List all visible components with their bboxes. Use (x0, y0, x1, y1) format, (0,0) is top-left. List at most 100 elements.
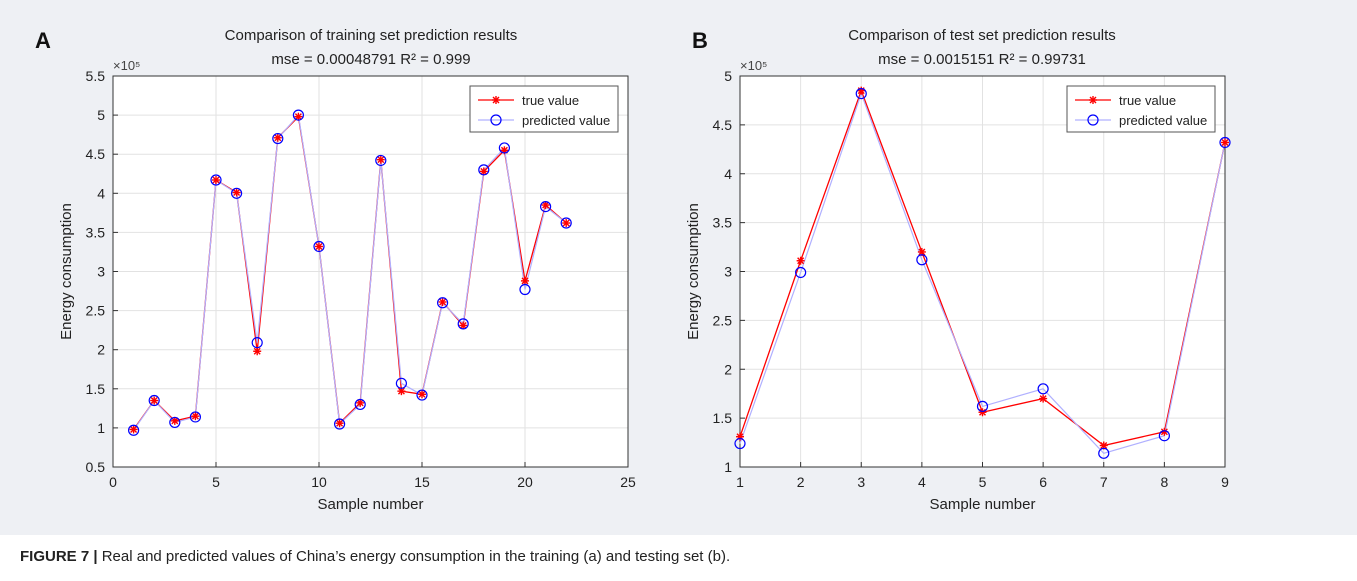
star-stroke (979, 408, 986, 416)
legend-marker-star (492, 96, 500, 104)
x-axis-label: Sample number (318, 496, 424, 513)
legend-marker-star (1089, 96, 1097, 104)
y-tick-label: 4.5 (86, 146, 106, 162)
true-value-point (1221, 138, 1229, 147)
x-tick-label: 2 (797, 474, 805, 490)
predicted-value-point (292, 109, 304, 121)
y-tick-label: 1.5 (86, 381, 106, 397)
panel-label: A (35, 28, 51, 53)
star-stroke (1100, 442, 1108, 449)
true-value-point (438, 297, 447, 306)
star-stroke (171, 417, 179, 425)
star-stroke (418, 390, 426, 398)
predicted-value-point (916, 254, 928, 266)
star-stroke (212, 176, 220, 184)
y-tick-label: 5 (97, 107, 105, 123)
true-value-point (418, 390, 426, 399)
x-tick-label: 1 (736, 474, 744, 490)
y-tick-label: 1 (97, 420, 105, 436)
caption-label: FIGURE 7 | (20, 548, 98, 565)
legend-marker-circle (1087, 114, 1099, 126)
y-tick-label: 4 (724, 166, 732, 182)
star-stroke (797, 257, 805, 265)
y-multiplier-label: ×10⁵ (740, 58, 767, 73)
true-value-point (541, 201, 550, 210)
legend-entry-label: predicted value (1119, 113, 1207, 128)
legend: true value predicted value (469, 85, 619, 133)
predicted-value-point (1158, 430, 1170, 442)
true-value-point (232, 188, 241, 197)
y-tick-label: 5.5 (86, 68, 106, 84)
x-tick-label: 8 (1160, 474, 1168, 490)
predicted-value-point (1098, 447, 1110, 459)
true-value-point (129, 425, 138, 434)
true-value-point (191, 412, 200, 421)
star-stroke (439, 298, 447, 306)
true-value-point (1039, 394, 1048, 403)
predicted-value-point (795, 266, 807, 279)
star-stroke (336, 419, 344, 427)
predicted-value-point (734, 437, 746, 450)
true-value-point (253, 347, 262, 356)
predicted-value-point (148, 394, 160, 407)
true-value-point (857, 86, 866, 95)
predicted-value-point (1219, 136, 1231, 149)
figure-charts: 0 5 10 15 20 250.511.522.533.544.555.5Sample … (35, 27, 1231, 513)
predicted-value-point (313, 240, 325, 253)
star-stroke (480, 167, 488, 175)
x-tick-label: 25 (620, 474, 636, 490)
caption-text: Real and predicted values of China’s ene… (97, 548, 731, 565)
true-value-point (335, 419, 344, 428)
y-tick-label: 3.5 (713, 215, 733, 231)
predicted-value-point (539, 200, 552, 213)
y-tick-label: 3.5 (86, 224, 106, 240)
star-stroke (233, 189, 241, 197)
predicted-value-point (498, 142, 510, 154)
predicted-value-point (128, 424, 140, 436)
figure-panel: 0 5 10 15 20 25 0.5 1 1.5 2 2.5 3 3.5 4 4.5 5 5.5 Sample … (0, 0, 1357, 535)
star-stroke (356, 399, 364, 407)
x-tick-label: 15 (414, 474, 430, 490)
star-stroke (492, 96, 500, 104)
x-tick-label: 20 (517, 474, 533, 490)
true-value-point (376, 155, 385, 164)
chart-title: Comparison of test set prediction result… (848, 27, 1116, 44)
predicted-value-point (560, 217, 572, 229)
star-stroke (294, 113, 302, 121)
predicted-value-point (272, 132, 284, 145)
legend: true value predicted value (1066, 85, 1216, 133)
series-line-predicted-value (133, 113, 567, 431)
star-stroke (459, 321, 467, 329)
star-stroke (521, 277, 529, 285)
y-tick-label: 3 (724, 264, 732, 280)
predicted-value-point (437, 297, 449, 309)
predicted-value-point (976, 400, 989, 412)
predicted-value-point (519, 283, 531, 296)
plot-frame (112, 75, 629, 468)
chart-subtitle: mse = 0.00048791 R² = 0.999 (271, 51, 470, 68)
x-tick-label: 10 (311, 474, 327, 490)
star-stroke (918, 248, 926, 256)
chart-title: Comparison of training set prediction re… (225, 27, 518, 44)
predicted-value-point (416, 389, 428, 401)
y-tick-label: 2 (724, 361, 732, 377)
true-value-point (273, 133, 282, 142)
true-value-point (356, 398, 365, 407)
y-axis-label: Energy consumption (685, 203, 702, 340)
y-multiplier-label: ×10⁵ (113, 58, 140, 73)
chart-a: 0 5 10 15 20 25 0.5 1 1.5 2 2.5 3 3.5 4 4.5 5 5.5 Sample … (35, 27, 636, 513)
predicted-value-point (169, 416, 181, 429)
x-tick-label: 3 (857, 474, 865, 490)
true-value-point (294, 112, 303, 121)
predicted-value-point (855, 87, 867, 100)
predicted-value-point (189, 411, 201, 423)
predicted-value-point (334, 418, 346, 430)
predicted-value-point (354, 398, 366, 411)
star-stroke (1160, 428, 1168, 436)
true-value-point (150, 396, 159, 405)
legend-entry-label: true value (1119, 93, 1176, 108)
x-tick-label: 9 (1221, 474, 1229, 490)
predicted-value-point (478, 164, 490, 176)
predicted-value-point (231, 187, 243, 199)
true-value-point (521, 276, 529, 285)
